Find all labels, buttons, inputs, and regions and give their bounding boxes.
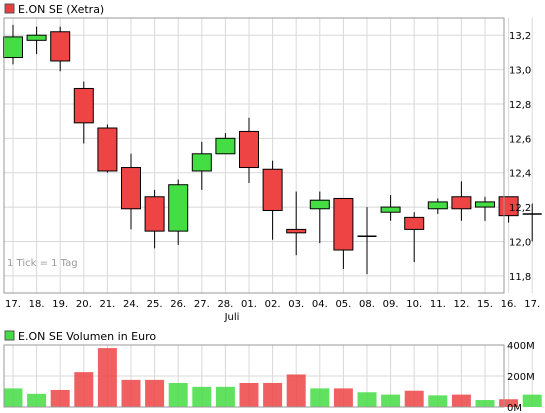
x-tick-label: 28.: [217, 299, 233, 310]
volume-bar: [499, 399, 519, 407]
x-tick-label: 20.: [76, 299, 92, 310]
x-tick-label: 10.: [406, 299, 422, 310]
price-y-tick-label: 12,4: [509, 169, 531, 180]
candle-body-down: [404, 216, 425, 230]
price-y-tick-label: 12,6: [509, 134, 531, 145]
x-tick-label: 08.: [359, 299, 375, 310]
x-tick-label: 04.: [312, 299, 328, 310]
volume-bar: [381, 394, 401, 407]
month-label: Juli: [224, 312, 240, 323]
volume-bar: [475, 400, 495, 407]
candle-body-up: [380, 206, 401, 213]
volume-y-axis: 400M 200M 0M: [507, 341, 535, 413]
x-tick-label: 19.: [52, 299, 68, 310]
volume-legend-swatch: [4, 330, 15, 341]
candle-body-up: [427, 201, 448, 210]
x-tick-label: 17.: [524, 299, 540, 310]
x-tick-label: 25.: [147, 299, 163, 310]
volume-bar: [168, 382, 188, 407]
volume-y-tick-label: 200M: [507, 372, 535, 383]
price-y-tick-label: 13,2: [509, 31, 531, 42]
candle-body-down: [239, 130, 259, 169]
volume-bar: [97, 348, 117, 407]
price-candles: [3, 24, 542, 275]
volume-bar: [239, 382, 259, 407]
candle-body-up: [168, 184, 189, 232]
volume-y-tick-label: 0M: [507, 403, 522, 413]
volume-bar: [263, 382, 283, 407]
candle-body-down: [97, 127, 118, 172]
volume-y-tick-label: 400M: [507, 341, 535, 352]
candle-body-up: [3, 36, 23, 59]
volume-bar: [27, 393, 47, 407]
tick-note: 1 Tick = 1 Tag: [7, 258, 78, 269]
candle-body-up: [215, 137, 236, 155]
volume-bar: [145, 379, 165, 407]
volume-legend-label: E.ON SE Volumen in Euro: [18, 330, 156, 343]
x-axis: 17. 18. 19. 20. 21. 24. 25. 26. 27. 28. 01. 02. 03. 0…: [5, 299, 540, 310]
x-tick-label: 17.: [5, 299, 21, 310]
volume-bar: [121, 379, 141, 407]
volume-bar: [286, 374, 306, 407]
volume-bar: [404, 390, 424, 407]
candle-body-up: [309, 199, 330, 210]
price-y-tick-label: 11,8: [509, 272, 531, 283]
candle-body-down: [262, 168, 283, 211]
volume-bar: [3, 388, 23, 407]
candle-body-down: [50, 31, 71, 62]
volume-bar: [333, 388, 353, 407]
candle-body-down: [451, 196, 472, 210]
x-tick-label: 12.: [453, 299, 469, 310]
x-tick-label: 21.: [99, 299, 115, 310]
x-tick-label: 02.: [265, 299, 281, 310]
price-y-tick-label: 12,8: [509, 100, 531, 111]
volume-bar: [192, 386, 212, 407]
volume-bar: [428, 395, 448, 407]
candle-body-down: [286, 228, 307, 234]
volume-bar: [74, 372, 94, 407]
x-tick-label: 26.: [170, 299, 186, 310]
volume-bar: [522, 394, 542, 407]
price-y-tick-label: 12,2: [509, 203, 531, 214]
x-tick-label: 09.: [383, 299, 399, 310]
price-y-tick-label: 13,0: [509, 66, 531, 77]
price-y-axis: 13,2 13,0 12,8 12,6 12,4 12,2 12,0 11,8: [509, 31, 531, 283]
candle-body-up: [475, 201, 495, 208]
volume-bar: [357, 392, 377, 407]
price-grid: [4, 18, 533, 293]
x-tick-label: 27.: [194, 299, 210, 310]
x-tick-label: 24.: [123, 299, 139, 310]
candle-body-up: [191, 153, 212, 172]
candle-body-down: [333, 197, 354, 251]
price-legend-label: E.ON SE (Xetra): [18, 3, 104, 16]
x-tick-label: 15.: [477, 299, 493, 310]
price-legend-swatch: [4, 3, 15, 14]
volume-bar: [310, 388, 330, 407]
candle-body-up: [26, 34, 47, 41]
candle-body-down: [121, 167, 141, 210]
x-tick-label: 16.: [501, 299, 517, 310]
price-plot-frame: [3, 17, 505, 294]
volume-bar: [50, 389, 70, 407]
volume-bar: [215, 386, 235, 407]
x-tick-label: 18.: [29, 299, 45, 310]
x-tick-label: 03.: [288, 299, 304, 310]
x-tick-label: 05.: [335, 299, 351, 310]
volume-bars: [3, 348, 542, 407]
price-y-tick-label: 12,0: [509, 237, 531, 248]
candle-body-down: [73, 87, 94, 124]
volume-bar: [451, 394, 471, 407]
x-tick-label: 01.: [241, 299, 257, 310]
x-tick-label: 11.: [430, 299, 446, 310]
volume-plot-frame: [3, 344, 505, 408]
candle-body-down: [144, 196, 165, 232]
